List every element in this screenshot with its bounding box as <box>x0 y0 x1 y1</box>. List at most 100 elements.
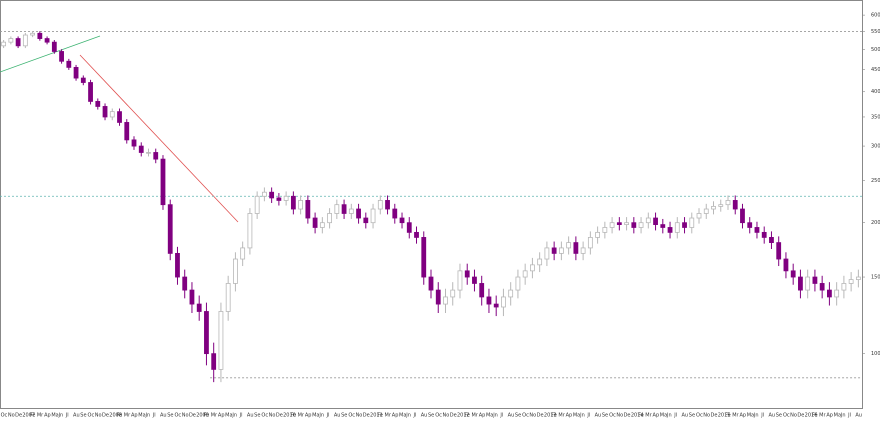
candle-body <box>624 222 629 225</box>
candle-body <box>261 191 267 197</box>
x-tick-label: Jn <box>840 413 846 419</box>
x-tick-label: Jn <box>231 413 237 419</box>
candle-body <box>117 111 122 123</box>
candle-body <box>609 222 615 228</box>
candle-body <box>182 276 188 291</box>
x-tick-label: Fe <box>812 413 818 419</box>
candle-body <box>508 289 514 298</box>
y-tick-label: 350 <box>871 114 880 120</box>
candle-body <box>102 106 108 118</box>
x-tick-label: Mr <box>211 413 218 419</box>
x-tick-label: Jn <box>753 413 759 419</box>
candle-body <box>682 222 687 228</box>
x-tick-label: No <box>616 413 623 419</box>
x-tick-label: Jl <box>586 413 590 419</box>
x-tick-label: No <box>182 413 189 419</box>
x-tick-label: Jl <box>499 413 503 419</box>
x-tick-label: Jn <box>58 413 64 419</box>
candle-body <box>37 32 43 39</box>
x-tick-label: De <box>537 413 544 419</box>
y-tick-label: 550 <box>871 29 880 35</box>
candle-body <box>51 41 57 52</box>
candle-body <box>696 213 702 219</box>
x-tick-label: No <box>703 413 710 419</box>
candle-body <box>645 217 651 224</box>
candle-body <box>638 222 644 228</box>
candle-body <box>769 237 774 243</box>
x-tick-label: Ma <box>834 413 841 419</box>
x-tick-label: De <box>363 413 370 419</box>
x-tick-label: Se <box>428 413 434 419</box>
candle-body <box>218 311 224 370</box>
y-tick-label: 500 <box>871 47 880 53</box>
candle-body <box>479 283 485 298</box>
x-tick-label: Mr <box>471 413 478 419</box>
x-tick-label: Fe <box>464 413 470 419</box>
x-tick-label: 2009 <box>196 413 209 419</box>
x-tick-label: Ap <box>44 413 51 419</box>
candle-body <box>240 247 246 260</box>
x-tick-label: Jl <box>326 413 330 419</box>
x-tick-label: Fe <box>725 413 731 419</box>
x-tick-label: Oc <box>174 413 181 419</box>
x-tick-label: 2015 <box>718 413 731 419</box>
candle-body <box>44 38 50 43</box>
x-tick-label: De <box>189 413 196 419</box>
candle-body <box>290 195 296 210</box>
candle-body <box>522 270 528 278</box>
candle-body <box>848 279 854 284</box>
x-tick-label: No <box>442 413 449 419</box>
x-tick-label: Oc <box>696 413 703 419</box>
x-tick-label: Fe <box>377 413 383 419</box>
candle-body <box>530 264 535 272</box>
candle-body <box>660 224 666 228</box>
x-tick-label: Au <box>682 413 689 419</box>
x-tick-label: De <box>624 413 631 419</box>
x-tick-label: No <box>8 413 15 419</box>
candle-body <box>435 289 441 305</box>
x-tick-label: Ap <box>218 413 225 419</box>
candle-body <box>501 296 506 308</box>
x-tick-label: 2013 <box>544 413 557 419</box>
x-tick-label: Ma <box>399 413 406 419</box>
x-tick-label: Ap <box>305 413 312 419</box>
x-tick-label: 2012 <box>457 413 470 419</box>
candle-body <box>204 311 209 355</box>
x-tick-label: Oc <box>435 413 442 419</box>
x-tick-label: Au <box>595 413 602 419</box>
y-tick-label: 150 <box>871 275 880 281</box>
candle-body <box>95 101 101 107</box>
x-tick-label: De <box>711 413 718 419</box>
x-tick-label: Fe <box>30 413 36 419</box>
candle-body <box>356 208 361 219</box>
candle-body <box>580 247 586 254</box>
candle-body <box>798 276 803 291</box>
candle-body <box>370 208 376 224</box>
candle-body <box>841 283 847 291</box>
candle-body <box>399 217 405 224</box>
x-tick-label: Se <box>167 413 173 419</box>
x-tick-label: Jn <box>666 413 672 419</box>
candle-body <box>377 200 383 210</box>
x-tick-label: Ma <box>573 413 580 419</box>
candle-body <box>109 111 115 118</box>
candle-body <box>544 247 550 260</box>
candle-body <box>327 213 332 224</box>
candle-body <box>276 197 282 201</box>
x-tick-label: No <box>529 413 536 419</box>
candle-body <box>558 247 564 254</box>
candle-body <box>776 242 782 260</box>
candle-body <box>80 77 86 83</box>
candle-body <box>1 41 7 47</box>
x-tick-label: Se <box>80 413 86 419</box>
candle-body <box>341 204 347 214</box>
x-tick-label: Mr <box>819 413 826 419</box>
x-tick-label: Oc <box>783 413 790 419</box>
x-tick-label: Au <box>160 413 167 419</box>
candle-body <box>66 60 72 68</box>
candle-body <box>153 152 159 160</box>
y-tick-label: 600 <box>871 13 880 19</box>
candle-body <box>269 191 275 199</box>
candle-body <box>88 82 93 102</box>
